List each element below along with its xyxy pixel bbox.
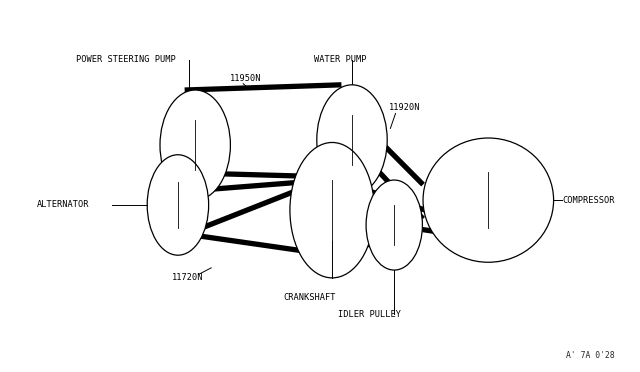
Text: POWER STEERING PUMP: POWER STEERING PUMP (76, 55, 175, 64)
Text: WATER PUMP: WATER PUMP (314, 55, 366, 64)
Ellipse shape (366, 180, 422, 270)
Ellipse shape (290, 142, 374, 278)
Text: CRANKSHAFT: CRANKSHAFT (283, 293, 335, 302)
Text: 11720N: 11720N (172, 273, 203, 282)
Text: 11950N: 11950N (230, 74, 262, 83)
Text: IDLER PULLEY: IDLER PULLEY (338, 310, 401, 319)
Text: 11920N: 11920N (389, 103, 420, 112)
Text: A' 7A 0'28: A' 7A 0'28 (566, 351, 614, 360)
Ellipse shape (317, 85, 387, 195)
Ellipse shape (147, 155, 209, 255)
Ellipse shape (160, 90, 230, 200)
Text: ALTERNATOR: ALTERNATOR (37, 201, 90, 209)
Text: COMPRESSOR: COMPRESSOR (562, 196, 614, 205)
Ellipse shape (423, 138, 554, 262)
